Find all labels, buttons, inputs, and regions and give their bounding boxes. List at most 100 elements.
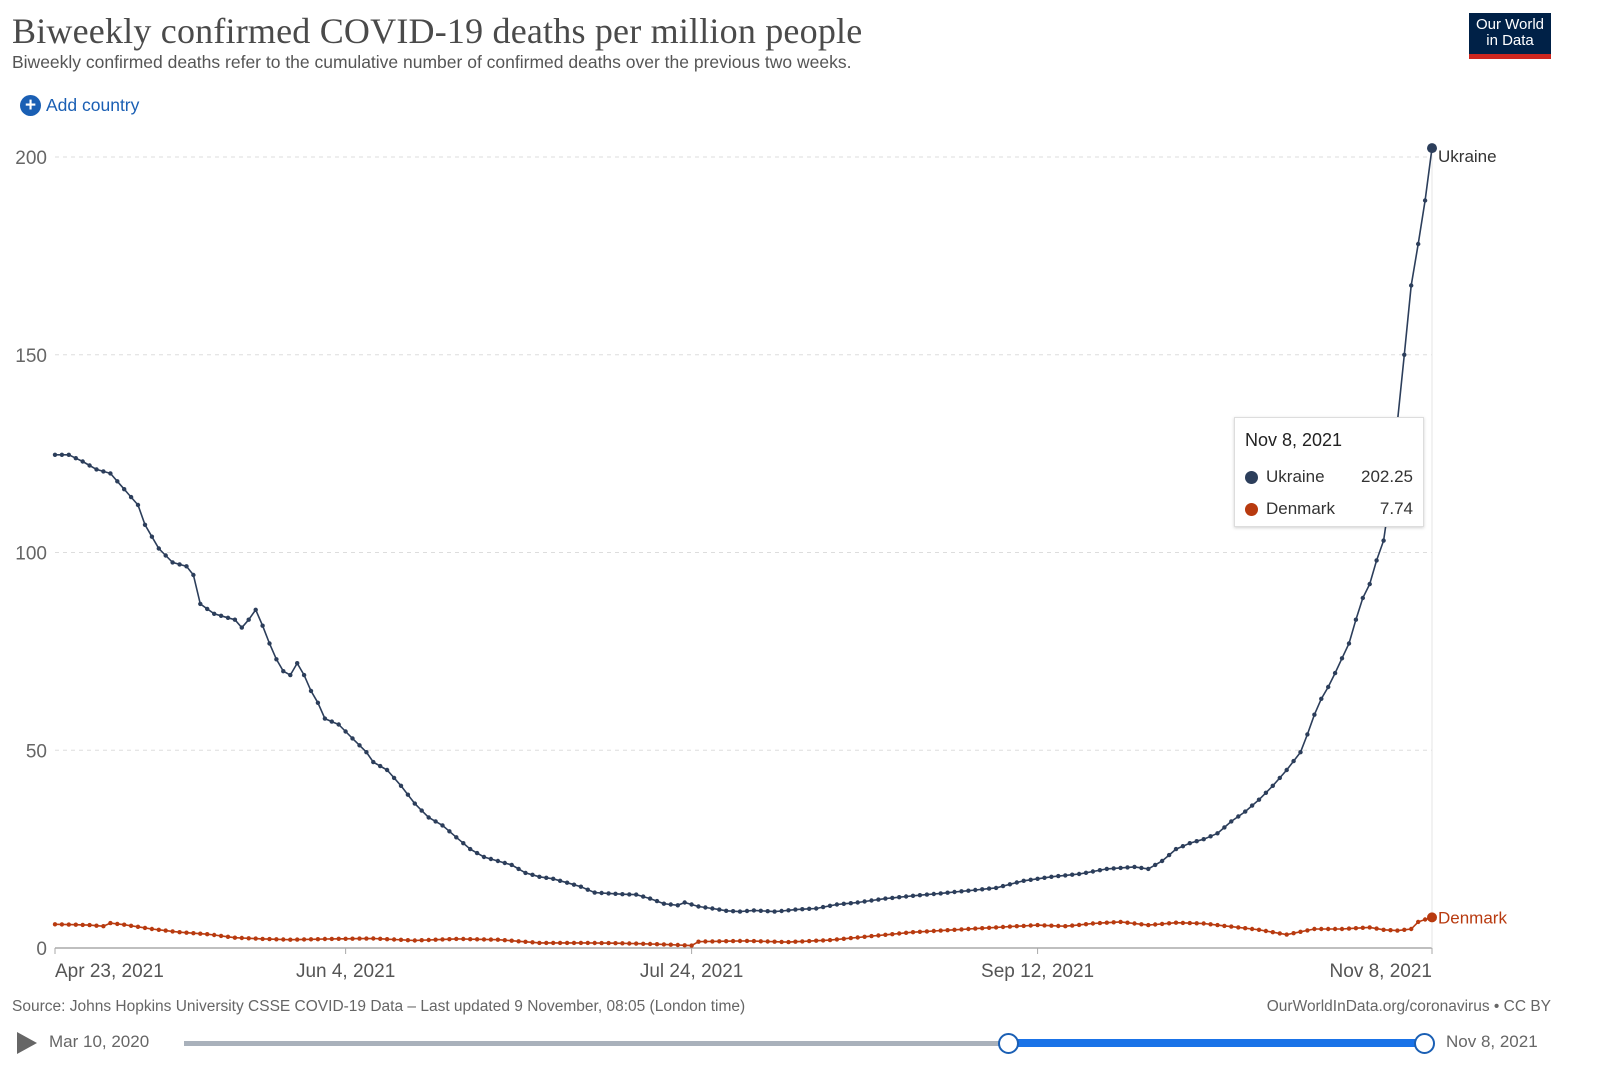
ukraine-data-point [779,908,784,914]
play-icon[interactable] [17,1032,37,1054]
ukraine-data-point [80,459,85,464]
logo-line-2: in Data [1486,32,1534,49]
add-country-label: Add country [46,95,140,115]
denmark-data-point [661,942,667,947]
denmark-data-point [564,940,570,946]
line-label-denmark[interactable]: Denmark [1438,908,1507,927]
denmark-data-point [834,937,840,942]
license-link[interactable]: OurWorldInData.org/coronavirus • CC BY [1266,998,1551,1015]
ukraine-data-point [682,900,687,905]
denmark-data-point [1346,926,1352,931]
series-ukraine[interactable] [52,143,1437,914]
denmark-data-point [1360,925,1366,930]
denmark-data-point [80,922,85,928]
denmark-data-point [1326,926,1331,932]
ukraine-data-point [841,901,846,906]
timeline-selected-range[interactable] [1007,1039,1424,1047]
ukraine-data-point [502,860,507,866]
denmark-line[interactable] [54,916,1433,947]
ukraine-data-point [357,743,362,748]
denmark-data-point [461,936,466,942]
denmark-data-point [495,937,501,942]
denmark-data-point [1305,928,1310,933]
ukraine-data-point [481,854,487,860]
ukraine-data-point [288,672,293,678]
ukraine-data-point [52,452,58,457]
timeline-start-handle[interactable] [997,1033,1019,1054]
denmark-data-point [1104,920,1110,925]
owid-logo[interactable]: Our World in Data [1469,13,1551,59]
denmark-data-point [1395,928,1400,933]
denmark-data-point [1409,926,1414,932]
denmark-data-point [557,940,563,946]
denmark-data-point [1070,923,1075,928]
denmark-data-point [855,935,860,940]
ukraine-data-point [807,906,812,911]
timeline-end-handle[interactable] [1414,1033,1435,1054]
ukraine-data-point [945,890,950,895]
ukraine-data-point [212,611,217,616]
denmark-data-point [1090,921,1096,926]
ukraine-data-point [378,763,383,769]
denmark-data-point [433,937,438,942]
denmark-data-point [1263,928,1269,934]
ukraine-data-point [232,617,238,622]
ukraine-data-point [301,672,307,678]
ukraine-data-point [1007,882,1013,887]
ukraine-data-point [1028,877,1033,882]
line-label-ukraine[interactable]: Ukraine [1438,147,1497,166]
denmark-data-point [924,929,930,934]
tooltip-row-denmark: Denmark 7.74 [1245,493,1413,525]
denmark-data-point [1153,922,1158,927]
ukraine-data-point [239,625,244,630]
denmark-data-point [1063,924,1068,929]
denmark-data-point [800,939,805,944]
ukraine-data-point [758,908,763,913]
ukraine-data-point [405,792,411,797]
series-denmark[interactable] [52,912,1437,948]
ukraine-data-point [578,884,584,889]
ukraine-data-point [523,870,528,876]
ukraine-data-point [343,729,348,734]
ukraine-data-point [571,882,577,887]
ukraine-data-point [1049,874,1054,879]
ukraine-data-point [73,456,79,461]
ukraine-data-point [509,862,514,868]
denmark-data-point [952,927,957,932]
denmark-data-point [301,937,307,942]
ukraine-data-point [696,904,701,909]
denmark-data-point [1014,924,1019,929]
y-axis-ticks: 0 50 100 150 200 [15,148,47,960]
ukraine-data-point [1291,758,1296,764]
timeline-track[interactable] [184,1041,1424,1046]
ukraine-data-point [980,887,985,892]
denmark-data-point [184,930,189,935]
ukraine-data-point [724,908,729,913]
denmark-data-point [357,936,362,941]
ukraine-data-point [101,469,106,474]
denmark-data-point [1035,922,1040,928]
ukraine-data-point [751,908,757,913]
ukraine-data-point [1367,581,1372,587]
denmark-data-point [468,937,473,942]
ukraine-data-point [267,641,272,646]
denmark-data-point [675,942,680,948]
denmark-data-point [142,925,148,931]
denmark-data-point [1049,923,1054,928]
denmark-data-point [1284,932,1289,937]
denmark-data-point [1374,926,1379,931]
ukraine-data-point [1201,837,1206,842]
denmark-data-point [260,936,265,942]
tooltip-series-value: 7.74 [1379,499,1413,518]
add-country-button[interactable]: + Add country [20,95,139,116]
ukraine-line[interactable] [55,147,1433,913]
denmark-data-point [295,937,300,942]
ukraine-data-point [1277,775,1283,781]
ukraine-data-point [1111,866,1116,871]
ukraine-data-point [627,892,632,897]
denmark-data-point [1076,922,1082,928]
ukraine-data-point [391,775,397,781]
denmark-data-point [1367,925,1372,930]
denmark-data-point [578,940,584,946]
ukraine-data-point [876,897,881,902]
